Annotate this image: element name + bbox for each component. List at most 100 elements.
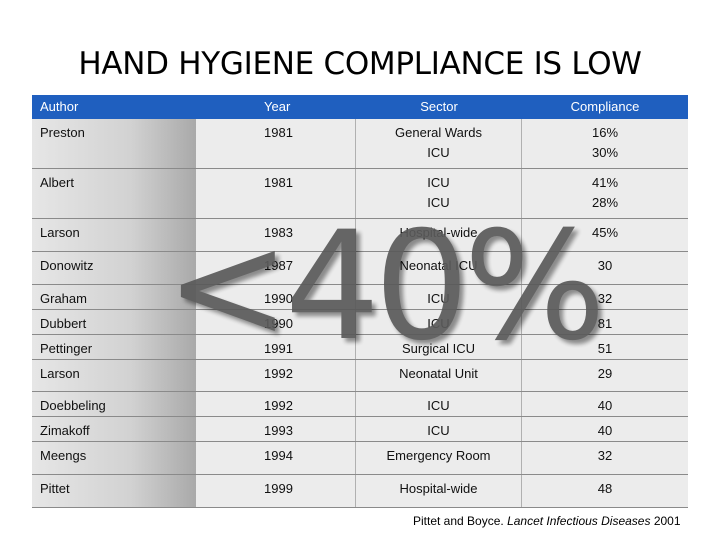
sector-cell: ICU [356,285,522,309]
compliance-table: Author Year Sector Compliance Preston 198… [32,95,688,508]
author-text: Albert [40,175,74,190]
sector-text: Hospital-wide [399,225,478,240]
author-cell: Doebbeling [32,392,196,416]
compliance-text: 28% [591,195,619,210]
author-cell: Preston [32,119,196,168]
year-cell: 1991 [196,335,356,359]
header-author: Author [40,99,79,114]
sector-text: ICU [427,195,450,210]
table-header-row: Author Year Sector Compliance [32,95,688,119]
citation-journal: Lancet Infectious Diseases [507,514,651,528]
sector-text: Neonatal Unit [399,366,478,381]
sector-text: ICU [427,316,450,331]
year-text: 1993 [264,423,293,438]
year-cell: 1990 [196,285,356,309]
compliance-cell: 32 [522,442,688,474]
sector-cell: Hospital-wide [356,475,522,507]
sector-cell: Surgical ICU [356,335,522,359]
compliance-text: 30% [591,145,619,160]
sector-cell: ICU ICU [356,169,522,218]
year-cell: 1994 [196,442,356,474]
compliance-text: 30 [597,258,613,273]
compliance-cell: 45% [522,219,688,251]
year-cell: 1987 [196,252,356,284]
author-cell: Meengs [32,442,196,474]
author-text: Pettinger [40,341,93,356]
compliance-cell: 30 [522,252,688,284]
header-year: Year [264,99,291,114]
author-cell: Larson [32,219,196,251]
sector-cell: Emergency Room [356,442,522,474]
year-text: 1983 [264,225,293,240]
header-compliance: Compliance [570,99,640,114]
author-text: Zimakoff [40,423,90,438]
sector-cell: ICU [356,310,522,334]
author-cell: Pettinger [32,335,196,359]
compliance-text: 32 [597,448,613,463]
year-cell: 1981 [196,119,356,168]
author-cell: Zimakoff [32,417,196,441]
table-row: Preston 1981 General Wards ICU 16% 30% [32,119,688,169]
year-cell: 1993 [196,417,356,441]
author-text: Dubbert [40,316,87,331]
year-text: 1992 [264,366,293,381]
table-row: Graham 1990 ICU 32 [32,285,688,310]
sector-cell: Hospital-wide [356,219,522,251]
table-row: Donowitz 1987 Neonatal ICU 30 [32,252,688,285]
table-row: Dubbert 1990 ICU 81 [32,310,688,335]
table-row: Zimakoff 1993 ICU 40 [32,417,688,442]
compliance-text: 40 [597,398,613,413]
sector-text: Emergency Room [386,448,491,463]
year-cell: 1990 [196,310,356,334]
compliance-text: 32 [597,291,613,306]
compliance-text: 41% [591,175,619,190]
year-text: 1981 [264,125,293,140]
year-text: 1999 [264,481,293,496]
sector-text: Surgical ICU [402,341,475,356]
compliance-cell: 48 [522,475,688,507]
table-row: Meengs 1994 Emergency Room 32 [32,442,688,475]
author-cell: Dubbert [32,310,196,334]
author-cell: Larson [32,360,196,391]
compliance-text: 29 [597,366,613,381]
author-text: Larson [40,225,80,240]
author-cell: Pittet [32,475,196,507]
author-text: Meengs [40,448,87,463]
compliance-cell: 81 [522,310,688,334]
compliance-text: 16% [591,125,619,140]
year-cell: 1992 [196,392,356,416]
table-row: Pettinger 1991 Surgical ICU 51 [32,335,688,360]
compliance-cell: 40 [522,417,688,441]
author-text: Preston [40,125,85,140]
sector-cell: Neonatal ICU [356,252,522,284]
compliance-cell: 16% 30% [522,119,688,168]
compliance-cell: 51 [522,335,688,359]
year-cell: 1999 [196,475,356,507]
year-text: 1991 [264,341,293,356]
sector-text: Neonatal ICU [399,258,478,273]
sector-text: ICU [427,423,450,438]
year-cell: 1983 [196,219,356,251]
compliance-text: 48 [597,481,613,496]
sector-text: ICU [427,398,450,413]
sector-cell: ICU [356,417,522,441]
table-row: Albert 1981 ICU ICU 41% 28% [32,169,688,219]
compliance-text: 81 [597,316,613,331]
author-text: Donowitz [40,258,94,273]
table-row: Larson 1983 Hospital-wide 45% [32,219,688,252]
year-text: 1990 [264,291,293,306]
sector-cell: ICU [356,392,522,416]
citation-authors: Pittet and Boyce. [413,514,508,528]
year-text: 1992 [264,398,293,413]
sector-text: Hospital-wide [399,481,478,496]
author-text: Graham [40,291,87,306]
compliance-text: 51 [597,341,613,356]
author-text: Larson [40,366,80,381]
compliance-cell: 32 [522,285,688,309]
sector-text: General Wards [395,125,482,140]
author-cell: Graham [32,285,196,309]
sector-text: ICU [427,175,450,190]
sector-text: ICU [427,291,450,306]
table-body: Preston 1981 General Wards ICU 16% 30% Albert 1… [32,119,688,508]
year-cell: 1992 [196,360,356,391]
